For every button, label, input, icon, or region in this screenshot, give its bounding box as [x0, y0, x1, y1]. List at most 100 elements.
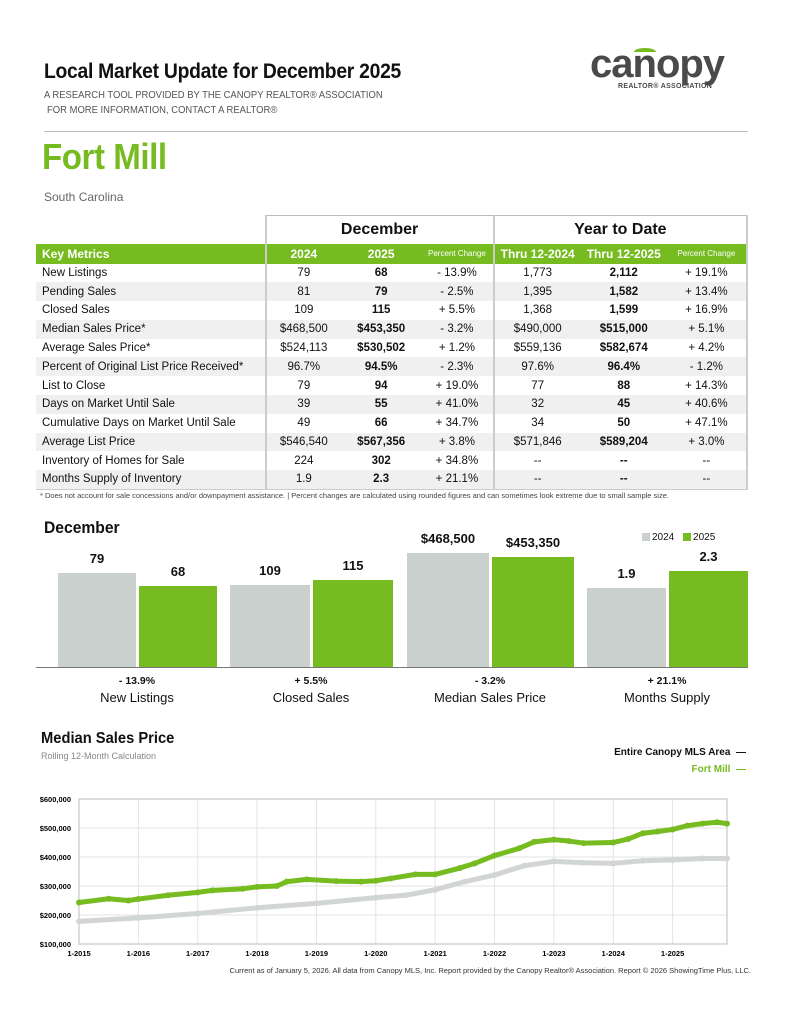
data-point	[105, 895, 112, 902]
series-line-canopy	[76, 855, 730, 924]
metric-label: List to Close	[42, 379, 106, 392]
divider	[44, 131, 748, 132]
data-point	[610, 839, 617, 846]
bar-2025	[492, 556, 574, 667]
data-point	[639, 857, 646, 864]
metric-value: 88	[617, 379, 631, 392]
metric-value: $589,204	[580, 432, 667, 452]
city-name: Fort Mill	[42, 136, 167, 177]
table-row: New Listings 79 68 - 13.9% 1,773 2,112 + 19.1%	[36, 263, 749, 283]
metric-value: $582,674	[599, 342, 648, 355]
table-row: Cumulative Days on Market Until Sale 49 66…	[36, 413, 749, 433]
data-point	[639, 830, 646, 837]
data-point	[550, 836, 557, 843]
metric-label: Pending Sales	[36, 282, 266, 302]
bar-value-label: 2.3	[699, 549, 718, 564]
metric-value: 79	[341, 282, 422, 302]
data-point	[684, 822, 691, 829]
data-point	[724, 820, 730, 827]
logo-subtext: REALTOR® ASSOCIATION	[618, 83, 713, 90]
metric-value: + 34.7%	[421, 413, 495, 433]
metric-value: 97.6%	[492, 357, 581, 377]
data-point	[432, 871, 439, 878]
table-row: Days on Market Until Sale 39 55 + 41.0% 32 45…	[36, 395, 749, 414]
data-point	[456, 865, 463, 872]
data-point	[714, 819, 721, 826]
y-tick-label: $600,000	[40, 795, 71, 804]
metric-value: 1,599	[609, 304, 639, 317]
x-tick-label: 1-2018	[245, 949, 268, 958]
metric-label: Percent of Original List Price Received*	[36, 357, 266, 377]
data-point	[254, 883, 261, 890]
data-point	[669, 826, 676, 833]
metric-value: + 40.6%	[666, 395, 749, 414]
metric-label: New Listings	[42, 266, 108, 279]
metric-value: 96.7%	[264, 357, 342, 377]
percent-change-label: - 3.2%	[474, 675, 506, 687]
y-tick-label: $100,000	[40, 940, 71, 949]
data-point	[387, 875, 394, 882]
x-tick-label: 1-2015	[67, 949, 90, 958]
metric-value: - 2.3%	[421, 357, 495, 377]
table-row: Months Supply of Inventory 1.9 2.3 + 21.1% -…	[36, 470, 749, 490]
metric-value: - 3.2%	[421, 319, 495, 339]
bar-value-label: 1.9	[617, 565, 636, 581]
data-point	[580, 840, 587, 847]
metric-value: 32	[492, 395, 581, 414]
bar-2025	[669, 571, 748, 667]
y-tick-label: $200,000	[40, 911, 71, 920]
column-header: Thru 12-2025	[580, 243, 667, 264]
metric-value: --	[492, 470, 581, 490]
plot-frame	[78, 798, 728, 945]
data-point	[239, 885, 246, 892]
metric-label: Months Supply of Inventory	[36, 470, 266, 490]
metric-value: 1,395	[492, 282, 581, 302]
metric-value: 115	[371, 304, 391, 317]
metric-value: + 41.0%	[421, 395, 495, 414]
metric-value: + 47.1%	[666, 413, 749, 433]
metric-value: + 5.1%	[666, 319, 749, 339]
metric-value: 79	[264, 376, 342, 396]
metric-value: 68	[374, 266, 388, 279]
metric-value: 66	[374, 417, 388, 430]
table-footnote: * Does not account for sale concessions …	[40, 491, 669, 500]
data-point	[412, 871, 419, 878]
data-point	[135, 914, 142, 921]
bar-2025	[313, 580, 393, 667]
data-point	[565, 838, 572, 845]
data-point	[194, 889, 201, 896]
metric-value: - 13.9%	[421, 263, 495, 283]
y-tick-label: $300,000	[40, 882, 71, 891]
data-point	[724, 855, 730, 862]
category-label: Median Sales Price	[434, 690, 546, 705]
metric-label: Closed Sales	[42, 304, 110, 317]
key-metrics-table: December Year to Date Key Metrics 2024 2025…	[36, 215, 749, 490]
data-point	[610, 860, 617, 867]
metric-value: 1,773	[492, 263, 581, 283]
metric-value: + 3.8%	[421, 432, 495, 452]
metric-value: 34	[492, 413, 581, 433]
x-tick-label: 1-2024	[602, 949, 626, 958]
bar-2025	[139, 586, 217, 667]
data-point	[521, 862, 528, 869]
metric-value: 77	[492, 376, 581, 396]
subtitle-contact: FOR MORE INFORMATION, CONTACT A REALTOR®	[47, 104, 278, 116]
metric-value: --	[619, 454, 628, 467]
percent-change-label: - 13.9%	[118, 675, 156, 687]
metric-value: + 21.1%	[421, 470, 495, 490]
column-header: Percent Change	[666, 243, 749, 264]
metric-value: 94	[374, 379, 388, 392]
data-point	[313, 900, 320, 907]
bar-value-label: $468,500	[420, 531, 476, 546]
metric-value: - 2.5%	[421, 282, 495, 302]
metric-value: $567,356	[341, 432, 422, 452]
metric-value: 96.4%	[580, 357, 667, 377]
metric-value: --	[492, 451, 581, 471]
legend-2024: 2024	[652, 532, 675, 543]
y-tick-label: $500,000	[40, 824, 71, 833]
data-point	[357, 878, 364, 885]
bar-value-label: 79	[89, 551, 105, 566]
metric-value: 45	[580, 395, 667, 414]
metric-value: --	[666, 451, 749, 471]
percent-change-label: + 21.1%	[647, 675, 687, 687]
